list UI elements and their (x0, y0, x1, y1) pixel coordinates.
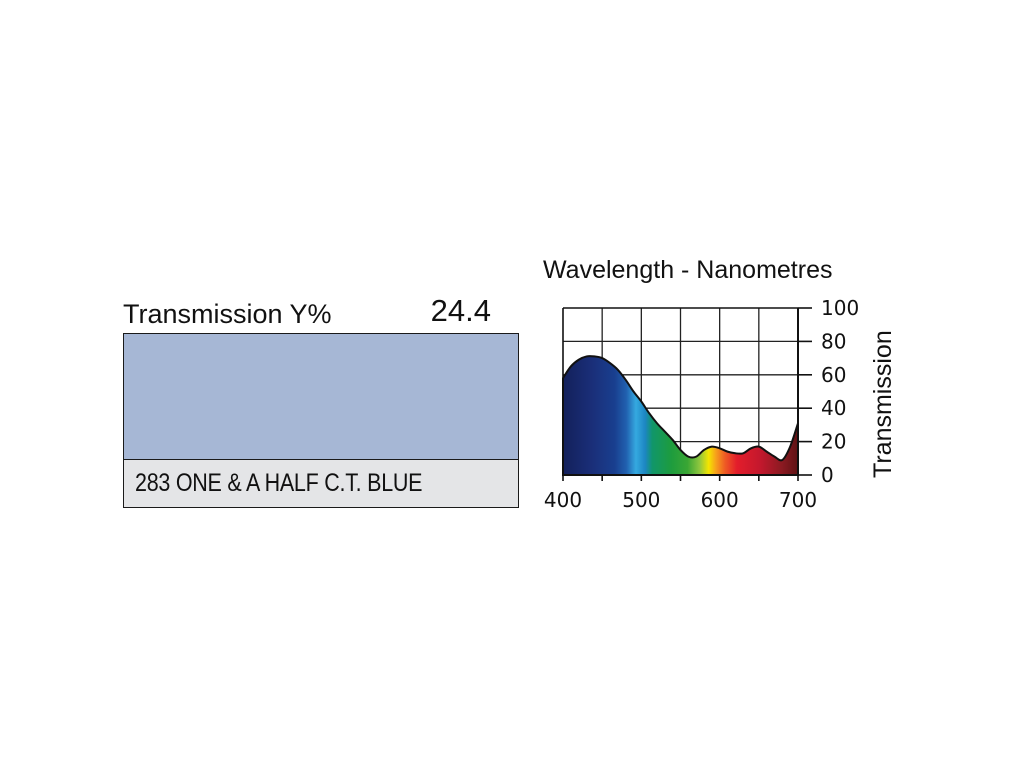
y-tick-label: 0 (821, 463, 834, 487)
y-tick-label: 40 (821, 396, 846, 420)
x-tick-label: 600 (701, 488, 739, 512)
transmission-value: 24.4 (430, 293, 491, 328)
y-tick-label: 100 (821, 296, 859, 320)
filter-name-panel: 283 ONE & A HALF C.T. BLUE (124, 460, 518, 507)
transmission-header: Transmission Y% 24.4 (123, 293, 519, 332)
x-tick-label: 400 (544, 488, 582, 512)
y-tick-label: 20 (821, 430, 846, 454)
y-tick-label: 60 (821, 363, 846, 387)
x-tick-label: 700 (779, 488, 817, 512)
transmission-label: Transmission Y% (123, 299, 332, 329)
filter-swatch-card: 283 ONE & A HALF C.T. BLUE (123, 333, 519, 508)
x-tick-label: 500 (622, 488, 660, 512)
chart-title: Wavelength - Nanometres (543, 256, 833, 284)
filter-color-swatch (124, 334, 518, 460)
filter-name: 283 ONE & A HALF C.T. BLUE (135, 469, 423, 497)
transmission-curve-area (562, 355, 799, 476)
y-tick-label: 80 (821, 329, 846, 353)
